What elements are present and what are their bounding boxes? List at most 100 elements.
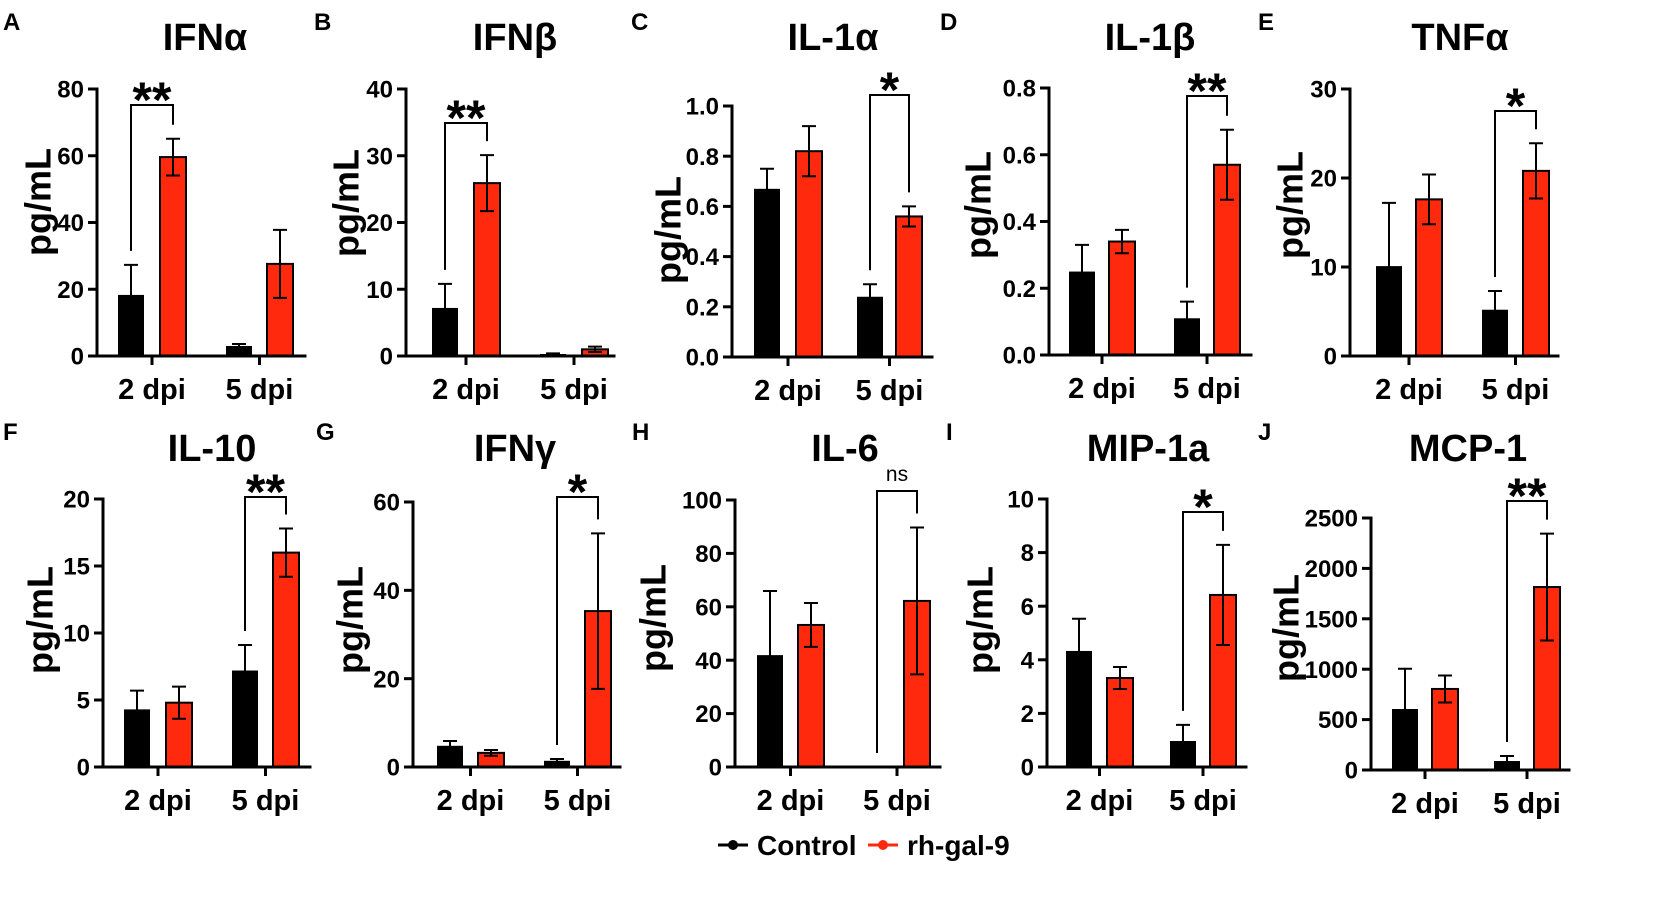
y-tick-label: 2000 [1305,556,1358,583]
x-tick-label: 2 dpi [118,374,186,406]
y-tick-label: 500 [1318,707,1358,734]
bar-rh-gal-9-2-dpi [159,156,187,357]
error-bar-rh-gal-9-2-dpi [172,685,186,720]
significance-bracket [444,122,488,270]
y-axis-label: pg/mL [633,564,674,672]
y-tick-label: 20 [366,210,393,237]
y-tick-label: 15 [63,554,90,581]
significance-label: ** [246,464,285,520]
legend-label: rh-gal-9 [907,830,1010,861]
bar-rh-gal-9-2-dpi [1415,198,1443,357]
y-tick-label: 0.8 [686,144,719,171]
panel-letter: B [314,9,331,36]
error-bar-rh-gal-9-5-dpi [588,345,602,353]
x-tick-label: 2 dpi [757,785,825,817]
y-tick-label: 20 [63,487,90,514]
y-tick-label: 10 [1310,255,1337,282]
legend-item-control: Control [718,830,857,861]
y-tick-label: 10 [1007,487,1034,514]
x-tick-label: 2 dpi [432,374,500,406]
significance-bracket [1494,110,1537,278]
chart-title: TNFα [1411,17,1508,59]
chart-title: IFNβ [473,17,557,59]
significance-bracket [869,94,910,271]
y-tick-label: 40 [366,77,393,104]
y-axis-label: pg/mL [1270,151,1311,259]
legend-item-rh-gal-9: rh-gal-9 [868,830,1010,861]
y-tick-label: 60 [695,594,722,621]
x-tick-label: 5 dpi [544,785,612,817]
significance-label: ** [447,90,486,146]
y-tick-label: 40 [373,578,400,605]
y-tick-label: 0 [1324,344,1337,371]
y-tick-label: 80 [57,77,84,104]
y-tick-label: 30 [1310,77,1337,104]
x-tick-label: 2 dpi [1066,785,1134,817]
y-tick-label: 30 [366,143,393,170]
y-tick-label: 20 [57,277,84,304]
panel-letter: D [940,9,957,36]
error-bar-rh-gal-9-2-dpi [480,154,494,213]
chart-title: IL-1β [1105,17,1196,59]
error-bar-control-5-dpi [1500,754,1514,768]
chart-title: MIP-1a [1087,428,1210,470]
error-bar-control-2-dpi [130,689,144,730]
error-bar-control-2-dpi [763,590,777,721]
error-bar-control-2-dpi [438,282,452,333]
y-tick-label: 1.0 [686,94,719,121]
y-tick-label: 0.4 [1003,209,1037,236]
panel-letter: A [3,9,20,36]
x-tick-label: 5 dpi [863,785,931,817]
y-tick-label: 20 [695,701,722,728]
y-tick-label: 0.8 [1003,76,1036,103]
y-tick-label: 5 [77,688,90,715]
bar-control-5-dpi [544,760,570,767]
legend-marker [878,840,888,850]
error-bar-rh-gal-9-2-dpi [1438,674,1452,704]
y-axis-label: pg/mL [18,148,59,256]
significance-label: * [1506,78,1526,134]
x-tick-label: 5 dpi [1493,788,1561,820]
y-axis-label: pg/mL [648,176,689,284]
error-bar-control-5-dpi [863,283,877,311]
error-bar-control-5-dpi [1176,723,1190,759]
error-bar-rh-gal-9-5-dpi [910,526,924,676]
y-tick-label: 10 [366,277,393,304]
chart-title: IL-1α [788,17,879,59]
chart-title: IFNγ [474,428,556,470]
chart-title: IL-6 [811,428,879,470]
panel-letter: J [1258,419,1271,446]
y-tick-label: 40 [695,648,722,675]
error-bar-rh-gal-9-2-dpi [1113,666,1127,691]
error-bar-rh-gal-9-2-dpi [802,125,816,178]
error-bar-rh-gal-9-5-dpi [273,228,287,299]
bar-rh-gal-9-5-dpi [895,215,923,358]
y-axis-label: pg/mL [1266,574,1307,682]
y-tick-label: 0 [1345,758,1358,785]
y-tick-label: 6 [1021,594,1034,621]
error-bar-rh-gal-9-2-dpi [1422,173,1436,226]
error-bar-control-2-dpi [1382,201,1396,331]
legend: Control rh-gal-9 [718,830,1010,861]
y-tick-label: 0 [71,344,84,371]
x-tick-label: 2 dpi [754,375,822,407]
panel-h: H IL-6 pg/mL 2 dpi 5 dpi 0 20 40 60 80 100 ns [632,419,942,817]
error-bar-control-2-dpi [1075,243,1089,300]
panel-i: I MIP-1a pg/mL 2 dpi 5 dpi 0 2 4 6 8 10 * [946,419,1248,817]
error-bar-control-2-dpi [1398,667,1412,751]
y-tick-label: 80 [695,541,722,568]
y-tick-label: 0 [1021,755,1034,782]
error-bar-rh-gal-9-2-dpi [484,748,498,757]
bar-rh-gal-9-2-dpi [795,150,823,358]
y-tick-label: 2 [1021,701,1034,728]
error-bar-control-2-dpi [443,739,457,752]
error-bar-rh-gal-9-2-dpi [166,137,180,177]
error-bar-control-5-dpi [238,644,252,697]
panel-letter: G [316,419,335,446]
x-tick-label: 5 dpi [1169,785,1237,817]
y-tick-label: 1000 [1305,657,1358,684]
y-tick-label: 20 [373,666,400,693]
y-axis-label: pg/mL [20,566,61,674]
chart-title: IL-10 [168,428,257,470]
x-tick-label: 5 dpi [1173,373,1241,405]
